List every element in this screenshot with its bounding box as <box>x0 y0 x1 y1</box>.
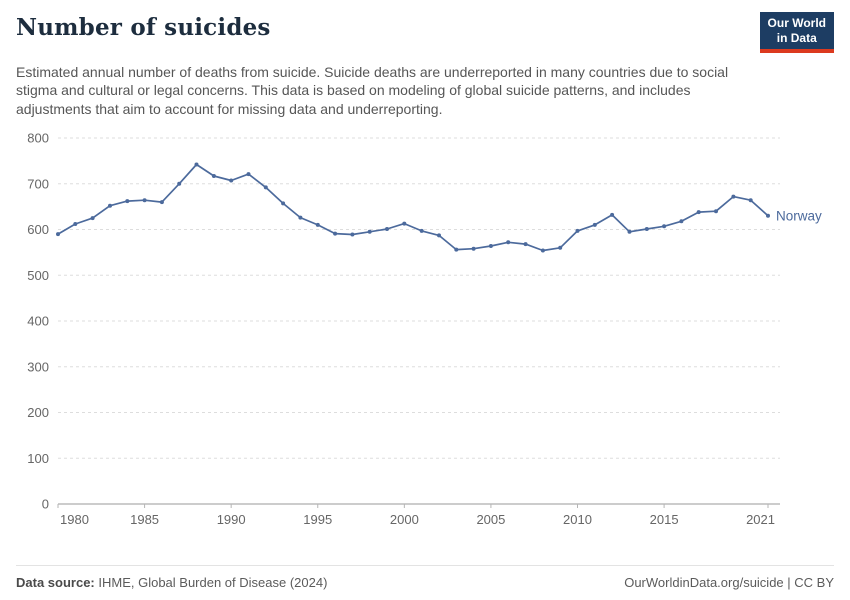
data-point[interactable] <box>437 233 441 238</box>
data-point[interactable] <box>367 230 372 235</box>
data-point[interactable] <box>298 216 303 221</box>
data-point[interactable] <box>281 201 286 206</box>
data-point[interactable] <box>662 224 667 229</box>
data-point[interactable] <box>540 248 545 253</box>
logo-line1: Our World <box>767 16 826 30</box>
chart-title: Number of suicides <box>16 14 271 41</box>
chart-area: 0 100 200 300 400 500 600 700 800 1980 1985 1990 199… <box>16 126 834 565</box>
data-point[interactable] <box>108 204 112 209</box>
x-tick-label: 2000 <box>390 512 419 527</box>
x-tick-label: 1990 <box>217 512 246 527</box>
data-point[interactable] <box>385 227 389 232</box>
x-tick-label: 2021 <box>746 512 775 527</box>
y-tick-label: 300 <box>27 360 49 375</box>
data-point[interactable] <box>766 214 770 219</box>
data-point[interactable] <box>419 229 424 234</box>
data-point[interactable] <box>159 200 164 205</box>
data-point[interactable] <box>229 178 234 183</box>
data-point[interactable] <box>142 198 147 203</box>
data-point[interactable] <box>90 216 95 221</box>
data-point[interactable] <box>644 227 649 232</box>
data-point[interactable] <box>610 213 615 218</box>
line-chart-svg: 0 100 200 300 400 500 600 700 800 1980 1985 1990 199… <box>27 131 822 528</box>
x-tick-label: 1980 <box>60 512 89 527</box>
data-point[interactable] <box>488 244 493 249</box>
logo-line2: in Data <box>776 31 817 45</box>
data-point[interactable] <box>402 222 407 227</box>
data-point[interactable] <box>177 182 182 187</box>
y-tick-label: 0 <box>42 497 49 512</box>
data-point[interactable] <box>333 232 338 237</box>
data-point[interactable] <box>558 246 563 251</box>
data-point[interactable] <box>454 248 459 253</box>
y-tick-label: 800 <box>27 131 49 146</box>
data-source-label: Data source: <box>16 575 95 590</box>
chart-footer: Data source: IHME, Global Burden of Dise… <box>16 565 834 590</box>
y-tick-label: 400 <box>27 314 49 329</box>
owid-logo[interactable]: Our World in Data <box>759 12 834 53</box>
series-line-norway[interactable] <box>57 164 769 252</box>
y-tick-label: 700 <box>27 177 49 192</box>
data-point[interactable] <box>523 242 528 247</box>
data-point[interactable] <box>315 223 320 228</box>
data-point[interactable] <box>194 162 199 167</box>
data-source: Data source: IHME, Global Burden of Dise… <box>16 575 327 590</box>
data-point[interactable] <box>714 209 718 214</box>
x-tick-label: 1985 <box>130 512 159 527</box>
y-tick-label: 200 <box>27 405 49 420</box>
data-point[interactable] <box>56 232 60 237</box>
x-tick-label: 1995 <box>303 512 332 527</box>
data-point[interactable] <box>246 172 251 177</box>
x-tick-label: 2010 <box>563 512 592 527</box>
series-label-norway[interactable]: Norway <box>776 209 822 224</box>
credit-link[interactable]: OurWorldinData.org/suicide | CC BY <box>624 575 834 590</box>
chart-header: Number of suicides Our World in Data <box>16 12 834 53</box>
data-point[interactable] <box>696 210 701 215</box>
data-point[interactable] <box>211 174 216 179</box>
data-point[interactable] <box>263 185 268 190</box>
x-tick-label: 2005 <box>476 512 505 527</box>
data-point[interactable] <box>731 195 736 200</box>
data-point[interactable] <box>748 198 753 203</box>
y-tick-label: 100 <box>27 451 49 466</box>
y-tick-label: 600 <box>27 222 49 237</box>
data-point[interactable] <box>73 222 78 227</box>
data-point[interactable] <box>679 219 684 224</box>
y-tick-label: 500 <box>27 268 49 283</box>
data-point[interactable] <box>506 240 511 245</box>
data-point[interactable] <box>471 247 476 252</box>
data-point[interactable] <box>575 229 580 234</box>
data-point[interactable] <box>350 232 355 237</box>
data-point[interactable] <box>125 199 130 204</box>
data-point[interactable] <box>627 230 632 235</box>
chart-subtitle: Estimated annual number of deaths from s… <box>16 64 729 117</box>
x-tick-label: 2015 <box>650 512 679 527</box>
data-point[interactable] <box>592 223 597 228</box>
data-source-text: IHME, Global Burden of Disease (2024) <box>94 575 328 590</box>
